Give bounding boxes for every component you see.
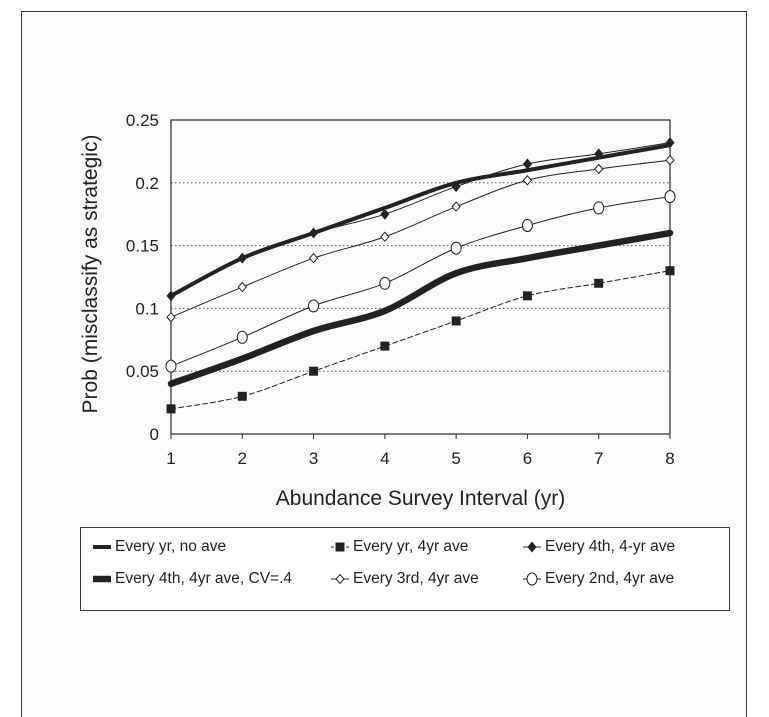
legend-label: Every yr, no ave [115, 538, 227, 555]
data-point [165, 359, 177, 373]
legend-item: Every 2nd, 4yr ave [521, 568, 674, 590]
x-tick-label: 2 [238, 449, 247, 468]
legend-swatch [331, 542, 349, 552]
data-point [451, 316, 461, 326]
data-point [308, 299, 320, 313]
x-axis-ticks: 1 2 3 4 5 6 7 8 [166, 434, 675, 468]
legend-swatch [331, 573, 349, 585]
legend-label: Every 4th, 4-yr ave [545, 538, 676, 555]
legend-label: Every yr, 4yr ave [353, 538, 469, 555]
legend-swatch [523, 572, 541, 586]
legend-swatch [93, 575, 111, 583]
y-axis-label: Prob (misclassify as strategic) [79, 135, 102, 414]
legend-swatch [93, 545, 111, 549]
legend-item: Every 3rd, 4yr ave [329, 568, 479, 590]
data-point [526, 572, 538, 586]
plot-area [170, 119, 671, 435]
series-4 [166, 154, 675, 323]
legend-item: Every yr, 4yr ave [329, 536, 468, 558]
legend-label: Every 4th, 4yr ave, CV=.4 [115, 570, 293, 587]
data-point [166, 404, 176, 414]
data-point [335, 573, 345, 585]
data-point [594, 278, 604, 288]
legend-item: Every 4th, 4-yr ave [521, 536, 675, 558]
data-point [379, 276, 391, 290]
series-line [170, 196, 671, 367]
data-point [450, 241, 462, 255]
legend-label: Every 2nd, 4yr ave [545, 570, 675, 587]
data-point [451, 201, 461, 212]
x-tick-label: 4 [380, 449, 389, 468]
series-5 [165, 190, 676, 373]
y-tick-label: 0.15 [126, 237, 159, 256]
y-axis-ticks: 0 0.05 0.1 0.15 0.2 0.25 [126, 111, 159, 444]
legend-swatch [523, 541, 541, 553]
data-point [594, 163, 604, 175]
data-point [522, 158, 532, 170]
series-lines [165, 137, 676, 414]
data-point [665, 154, 675, 166]
legend: Every yr, no ave Every yr, 4yr ave Every 4… [80, 527, 730, 611]
legend-item: Every 4th, 4yr ave, CV=.4 [91, 568, 292, 590]
data-point [309, 366, 319, 376]
x-tick-label: 6 [523, 449, 532, 468]
data-point [380, 341, 390, 351]
data-point [380, 231, 390, 243]
series-3 [167, 229, 674, 388]
y-tick-label: 0 [150, 425, 159, 444]
data-point [237, 391, 247, 401]
data-point [665, 266, 675, 276]
y-tick-label: 0.2 [135, 174, 159, 193]
data-point [527, 541, 537, 553]
series-0 [169, 143, 672, 298]
gridlines [171, 182, 670, 372]
y-tick-label: 0.25 [126, 111, 159, 130]
series-line [170, 142, 671, 297]
data-point [335, 542, 345, 552]
series-line [170, 159, 671, 318]
x-tick-label: 5 [451, 449, 460, 468]
data-point [593, 201, 605, 215]
x-tick-label: 7 [594, 449, 603, 468]
x-axis-label: Abundance Survey Interval (yr) [276, 487, 565, 510]
data-point [522, 291, 532, 301]
data-point [236, 330, 248, 344]
y-tick-label: 0.1 [135, 299, 159, 318]
data-point [237, 281, 247, 293]
data-point [166, 311, 176, 323]
x-tick-label: 8 [665, 449, 674, 468]
data-point [522, 175, 533, 186]
data-point [380, 208, 390, 220]
x-tick-label: 3 [309, 449, 318, 468]
series-2 [166, 137, 675, 302]
series-line [167, 229, 674, 388]
legend-label: Every 3rd, 4yr ave [353, 570, 479, 587]
y-tick-label: 0.05 [126, 362, 159, 381]
legend-item: Every yr, no ave [91, 536, 226, 558]
data-point [308, 252, 319, 264]
series-line [170, 270, 671, 410]
data-point [664, 190, 676, 204]
x-tick-label: 1 [166, 449, 175, 468]
series-1 [166, 266, 675, 414]
data-point [521, 219, 533, 233]
series-line [169, 143, 672, 298]
